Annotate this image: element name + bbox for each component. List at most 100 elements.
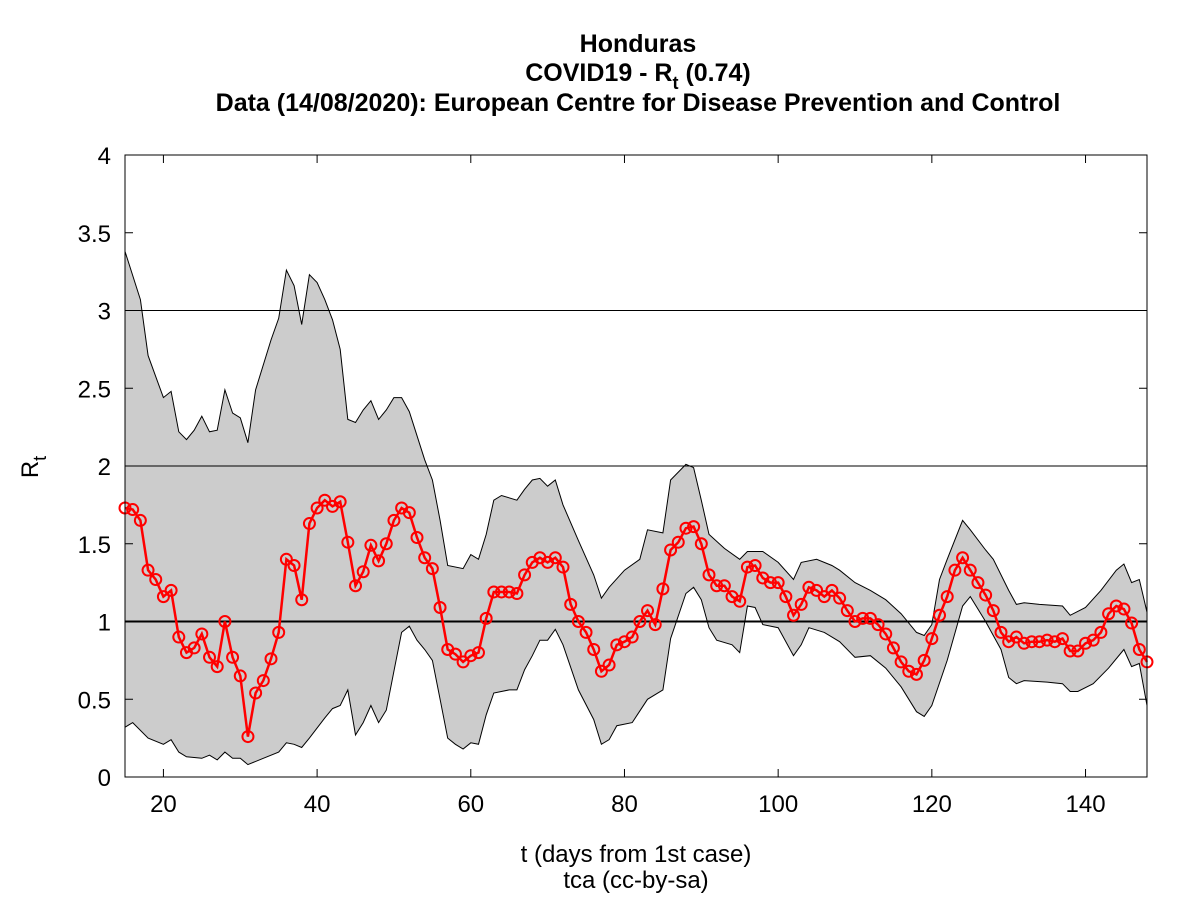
series-marker: [925, 632, 939, 646]
series-marker: [763, 576, 777, 590]
series-marker: [986, 604, 1000, 618]
series-marker: [126, 503, 140, 517]
plot-area: 0 0.5 1 1.5 2 2.5 3 3.5 4 20 40 60 80 100 120 140: [78, 143, 1154, 818]
y-tick-label: 1.5: [78, 532, 111, 559]
series-marker: [133, 513, 147, 527]
series-marker: [1071, 644, 1085, 658]
series-marker: [656, 582, 670, 596]
subtitle-main: COVID19 - R: [525, 59, 672, 87]
series-marker: [479, 611, 493, 625]
series-marker: [295, 593, 309, 607]
x-tick-label: 80: [611, 791, 638, 818]
caption: tca (cc-by-sa): [563, 867, 708, 894]
series-marker: [1025, 635, 1039, 649]
y-tick-label: 4: [98, 143, 111, 170]
series-marker: [694, 537, 708, 551]
series-marker: [833, 591, 847, 605]
series-marker: [871, 618, 885, 632]
series-marker: [1040, 633, 1054, 647]
y-axis-label: Rt: [17, 456, 50, 478]
x-tick-label: 100: [758, 791, 798, 818]
series-marker: [717, 579, 731, 593]
y-tick-label: 1: [98, 610, 111, 637]
series-marker: [909, 667, 923, 681]
series-marker: [218, 615, 232, 628]
series-marker: [587, 642, 601, 656]
series-marker: [1055, 632, 1069, 646]
y-tick-label: 2: [98, 454, 111, 481]
series-marker: [418, 551, 432, 565]
series-marker: [733, 594, 747, 608]
series-marker: [487, 585, 501, 599]
series-marker: [425, 562, 439, 576]
x-tick-label: 140: [1066, 791, 1106, 818]
x-axis-label: t (days from 1st case): [521, 841, 752, 868]
series-marker: [241, 730, 255, 744]
series-marker: [1017, 636, 1031, 650]
series-marker: [349, 579, 363, 593]
series-marker: [825, 583, 839, 597]
subtitle-suffix: (0.74): [679, 59, 751, 87]
series-marker: [287, 559, 301, 573]
series-marker: [625, 630, 639, 644]
series-marker: [456, 655, 470, 669]
series-marker: [886, 641, 900, 655]
series-marker: [1009, 630, 1023, 644]
series-marker: [933, 608, 947, 622]
series-marker: [364, 538, 378, 552]
subtitle-subscript: t: [673, 73, 679, 93]
series-marker: [794, 597, 808, 611]
series-marker: [172, 630, 186, 644]
series-marker: [464, 649, 478, 663]
series-marker: [548, 551, 562, 565]
series-marker: [671, 535, 685, 549]
y-tick-label: 3: [98, 299, 111, 326]
series-marker: [963, 563, 977, 577]
series-marker: [318, 493, 332, 507]
series-marker: [302, 517, 316, 531]
series-marker: [840, 604, 854, 618]
series-marker: [164, 583, 178, 597]
series-marker: [410, 531, 424, 545]
chart-subtitle: COVID19 - Rt (0.74): [525, 59, 751, 93]
series-marker: [1032, 635, 1046, 649]
series-marker: [518, 568, 532, 582]
series-marker: [664, 543, 678, 557]
series-marker: [817, 590, 831, 604]
series-marker: [333, 495, 347, 509]
series-marker: [902, 664, 916, 678]
series-marker: [940, 590, 954, 604]
series-marker: [917, 653, 931, 667]
chart-title: Honduras: [580, 30, 697, 58]
series-marker: [879, 627, 893, 641]
series-marker: [210, 660, 224, 674]
series-marker: [848, 615, 862, 628]
series-marker: [556, 560, 570, 574]
series-marker: [156, 590, 170, 604]
series-marker: [510, 587, 524, 601]
x-tick-label: 60: [457, 791, 484, 818]
x-tick-label: 20: [150, 791, 177, 818]
series-marker: [779, 590, 793, 604]
series-marker: [994, 625, 1008, 639]
series-marker: [771, 576, 785, 590]
series-marker: [203, 650, 217, 664]
series-marker: [740, 560, 754, 574]
series-marker: [495, 585, 509, 599]
series-marker: [856, 611, 870, 625]
series-marker: [956, 551, 970, 565]
series-marker: [272, 625, 286, 639]
series-marker: [372, 554, 386, 568]
series-marker: [633, 615, 647, 628]
series-marker: [1063, 644, 1077, 658]
series-marker: [1094, 625, 1108, 639]
series-marker: [610, 638, 624, 652]
series-marker: [702, 568, 716, 582]
y-tick-label: 3.5: [78, 221, 111, 248]
series-marker: [402, 506, 416, 520]
series-marker: [579, 625, 593, 639]
series-marker: [1117, 602, 1131, 616]
series-marker: [256, 674, 270, 688]
series-marker: [1125, 616, 1139, 630]
